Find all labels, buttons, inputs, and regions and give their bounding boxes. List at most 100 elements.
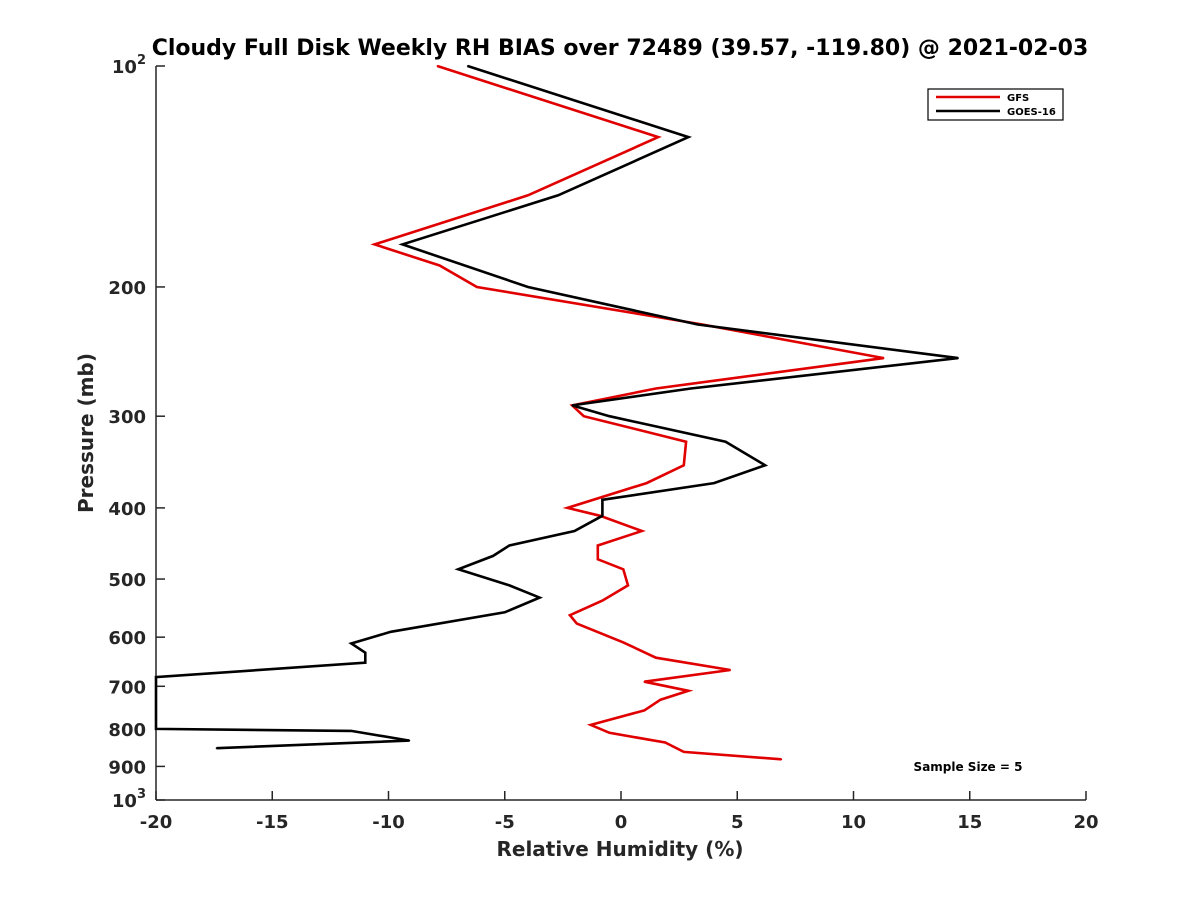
data-point [436,65,439,67]
data-point [729,669,732,671]
data-point [957,357,959,359]
x-ticks: -20 -15 -10 -5 0 5 10 15 20 [140,791,1099,833]
y-tick-label: 600 [108,628,146,649]
data-point [657,136,659,138]
data-point [492,555,494,557]
data-point [601,499,604,501]
legend-label: GOES-16 [1007,107,1056,118]
data-point [504,611,506,614]
x-tick-label: -15 [256,812,289,833]
data-point [590,724,592,726]
data-point [655,387,657,390]
y-tick-label: 300 [108,407,146,428]
x-tick-label: -20 [140,812,173,833]
sample-size-annotation: Sample Size = 5 [914,760,1023,774]
data-point [608,415,611,418]
y-axis-label: Pressure (mb) [74,353,98,513]
data-point [390,631,392,633]
data-point [364,651,367,654]
series-line [154,64,959,750]
data-point [659,698,662,701]
y-tick-label: 900 [108,757,146,778]
data-point [566,507,569,509]
data-point [215,747,218,749]
legend: GFS GOES-16 [927,88,1064,121]
data-point [608,732,611,734]
data-point [685,440,687,443]
y-tick-label: 800 [108,720,146,741]
y-tick-base: 10 [112,791,137,812]
data-point [627,584,629,587]
data-point [508,544,511,547]
data-point [373,243,376,246]
y-tick-base: 10 [112,57,137,78]
data-point [664,741,666,744]
data-point [683,464,685,467]
data-point [622,641,625,644]
data-point [438,264,441,267]
data-point [538,596,541,599]
data-point [645,482,648,484]
data-point [597,558,599,561]
series-goes-16 [154,64,959,750]
y-tick-label: 103 [112,787,146,812]
legend-box [927,88,1064,121]
y-tick-exponent: 3 [137,787,146,802]
data-point [601,599,604,602]
x-tick-label: -5 [495,812,515,833]
y-tick-label: 400 [108,499,146,520]
data-point [724,440,727,443]
data-point [350,642,353,645]
y-tick-label: 102 [112,53,146,78]
x-tick-label: 10 [841,812,866,833]
data-point [780,758,783,761]
y-tick-label: 500 [108,570,146,591]
data-point [655,656,657,659]
data-point [641,530,643,532]
data-point [527,286,529,288]
y-tick-exponent: 2 [137,53,146,68]
data-point [476,286,478,288]
y-tick-label: 700 [108,677,146,698]
x-tick-label: -10 [372,812,405,833]
data-point [557,194,559,197]
legend-label: GFS [1007,93,1029,104]
x-axis-label: Relative Humidity (%) [496,837,743,861]
data-point [466,65,469,67]
data-point [764,464,766,467]
data-point [597,544,599,547]
data-point [601,515,604,517]
data-point [457,568,460,571]
x-tick-label: 0 [615,812,628,833]
data-point [643,680,646,683]
data-point [690,387,692,390]
chart-title: Cloudy Full Disk Weekly RH BIAS over 724… [152,36,1089,61]
data-point [687,690,690,692]
data-point [155,728,157,730]
x-tick-label: 20 [1073,812,1098,833]
data-point [683,751,685,753]
data-point [643,709,646,712]
series-line [370,64,884,761]
data-point [408,739,411,742]
data-point [508,584,511,587]
data-point [569,614,571,616]
data-point [350,730,353,732]
data-point [573,530,576,532]
x-tick-label: 5 [731,812,744,833]
data-point [576,622,578,625]
data-point [882,357,885,359]
data-point [401,243,404,246]
data-point [583,415,585,418]
data-point [571,404,573,407]
series-layer [154,64,959,761]
data-point [713,482,715,484]
y-tick-label: 200 [108,278,146,299]
data-point [527,194,529,197]
data-point [155,676,157,678]
data-point [687,136,690,138]
axes [155,66,1086,801]
data-point [364,661,367,664]
